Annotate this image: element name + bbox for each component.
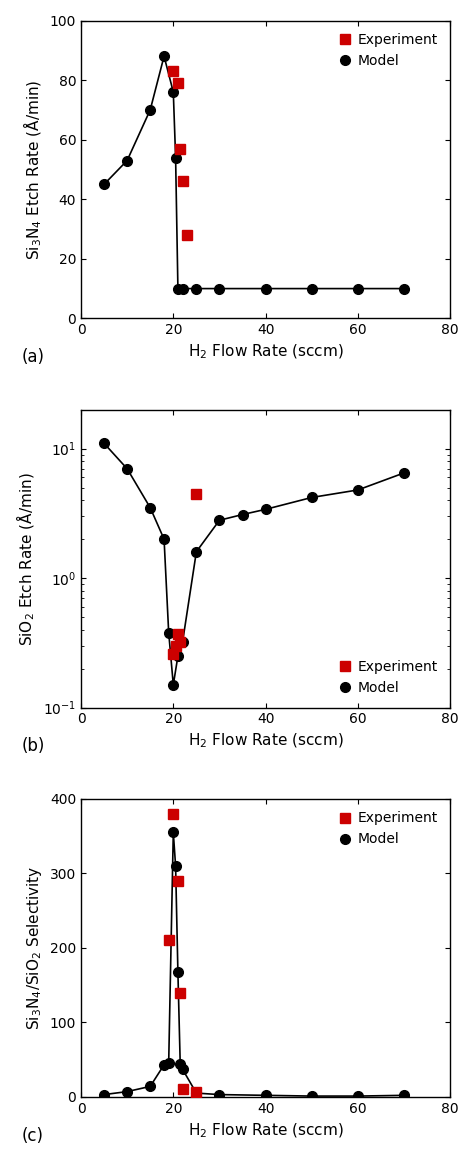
Legend: Experiment, Model: Experiment, Model [334,806,443,852]
Legend: Experiment, Model: Experiment, Model [334,654,443,701]
Text: (b): (b) [22,738,46,755]
X-axis label: H$_2$ Flow Rate (sccm): H$_2$ Flow Rate (sccm) [188,343,343,361]
X-axis label: H$_2$ Flow Rate (sccm): H$_2$ Flow Rate (sccm) [188,732,343,750]
X-axis label: H$_2$ Flow Rate (sccm): H$_2$ Flow Rate (sccm) [188,1121,343,1140]
Y-axis label: SiO$_2$ Etch Rate (Å/min): SiO$_2$ Etch Rate (Å/min) [15,472,37,645]
Text: (a): (a) [22,348,45,366]
Legend: Experiment, Model: Experiment, Model [334,28,443,74]
Y-axis label: Si$_3$N$_4$ Etch Rate (Å/min): Si$_3$N$_4$ Etch Rate (Å/min) [22,80,44,260]
Text: (c): (c) [22,1127,44,1144]
Y-axis label: Si$_3$N$_4$/SiO$_2$ Selectivity: Si$_3$N$_4$/SiO$_2$ Selectivity [25,866,44,1030]
